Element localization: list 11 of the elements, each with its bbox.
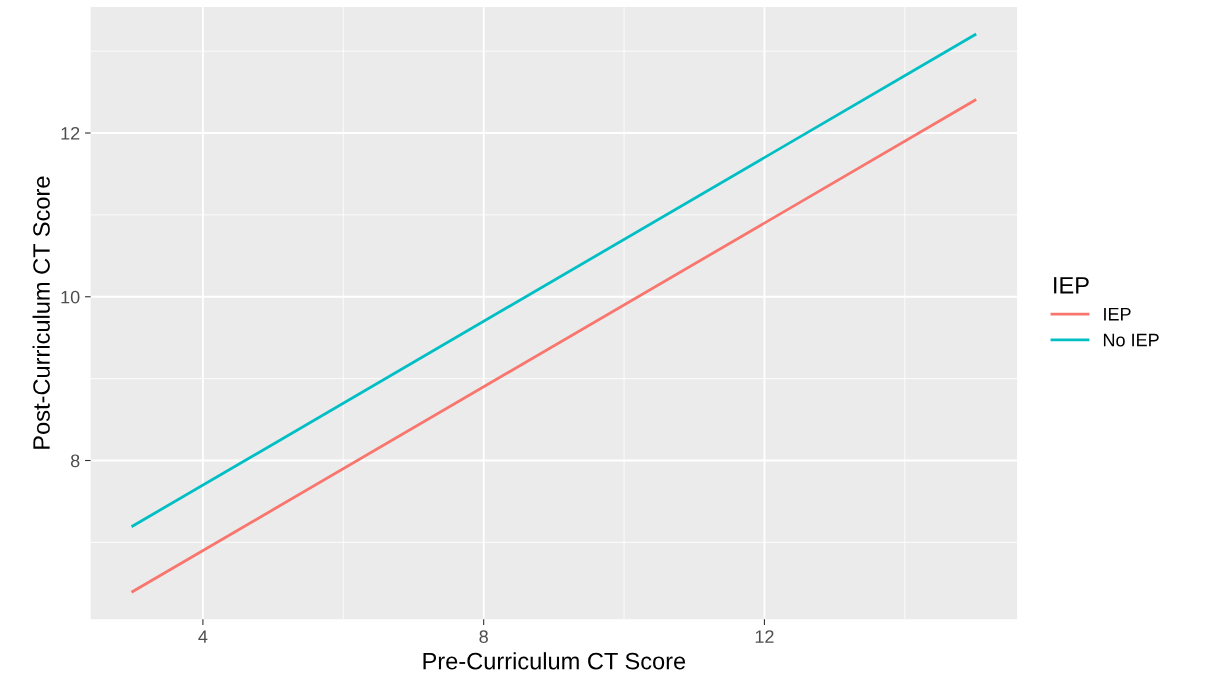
- legend-label: IEP: [1104, 307, 1131, 321]
- legend-label: No IEP: [1103, 333, 1159, 347]
- legend-title: IEP: [1054, 277, 1089, 294]
- x-tick-label: 4: [198, 630, 208, 643]
- x-tick-label: 8: [479, 630, 488, 644]
- y-tick-label: 12: [61, 126, 80, 140]
- x-tick-label: 12: [755, 630, 774, 643]
- x-axis-title: Pre-Curriculum CT Score: [423, 652, 686, 670]
- y-tick-label: 10: [61, 290, 80, 304]
- y-axis-title: Post-Curriculum CT Score: [32, 176, 50, 449]
- y-tick-label: 8: [70, 454, 80, 468]
